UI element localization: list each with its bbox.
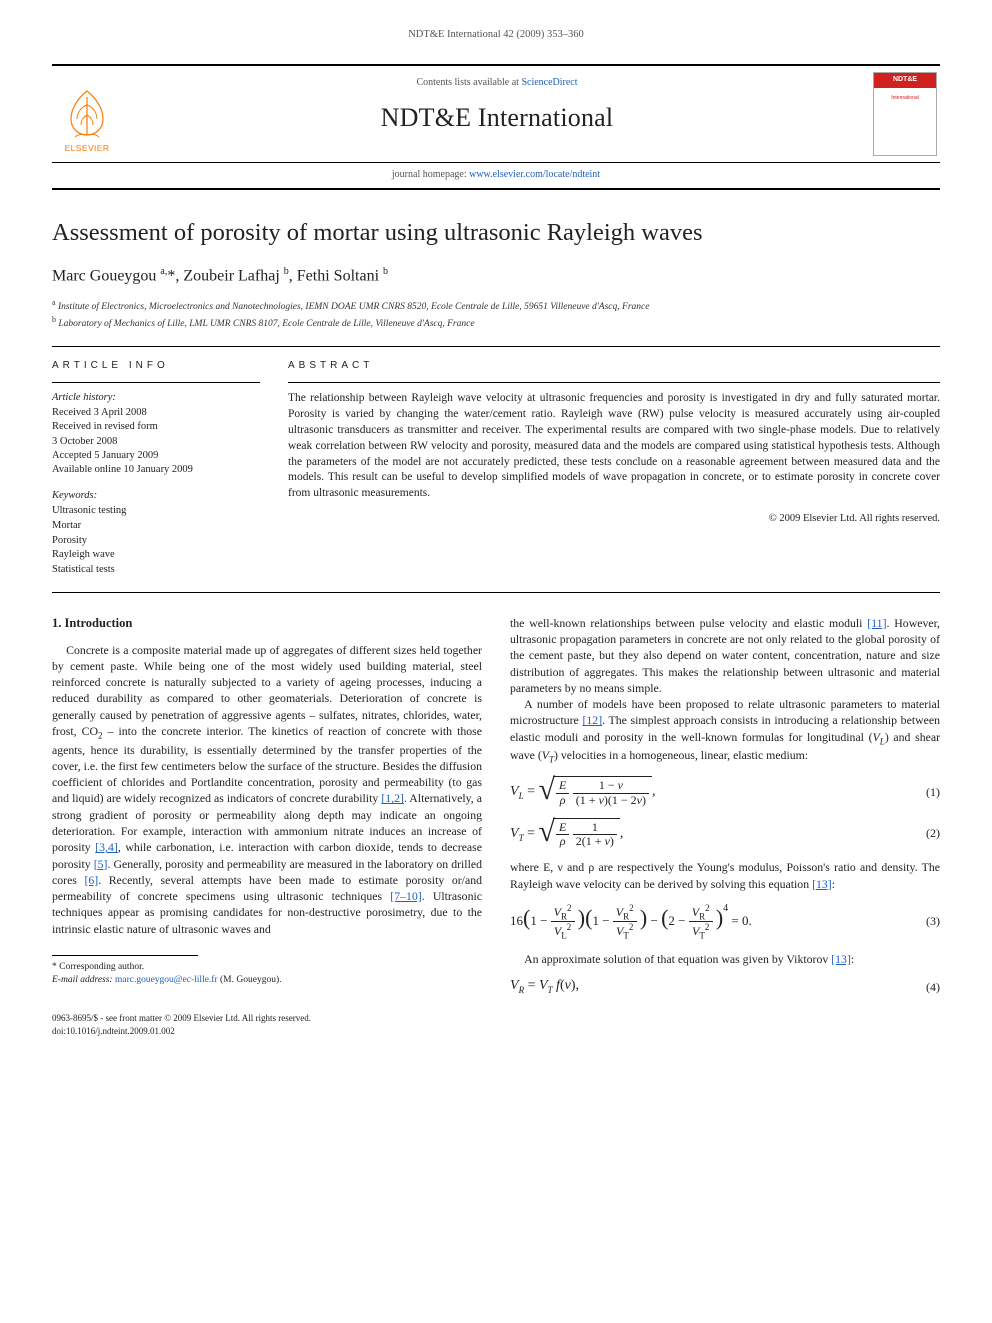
eq2-number: (2) <box>916 825 940 841</box>
eq2-body: VT = √ Eρ 12(1 + ν) , <box>510 818 916 850</box>
equation-3: 16(1 − VR2VL2 )(1 − VR2VT2 ) − (2 − VR2V… <box>510 902 940 941</box>
masthead-inner: ELSEVIER Contents lists available at Sci… <box>52 66 940 163</box>
article-info-label: ARTICLE INFO <box>52 359 260 373</box>
sciencedirect-link[interactable]: ScienceDirect <box>521 77 577 88</box>
abstract-rule <box>288 382 940 383</box>
keyword: Rayleigh wave <box>52 548 260 563</box>
abstract: ABSTRACT The relationship between Raylei… <box>288 359 940 578</box>
citation-link[interactable]: [3,4] <box>95 840 118 854</box>
history-line: Available online 10 January 2009 <box>52 463 260 477</box>
homepage-prefix: journal homepage: <box>392 169 469 180</box>
abstract-text: The relationship between Rayleigh wave v… <box>288 391 940 502</box>
eq3-number: (3) <box>916 913 940 929</box>
info-rule <box>52 382 260 383</box>
citation-link[interactable]: [13] <box>831 952 851 966</box>
citation-link[interactable]: [5] <box>94 857 108 871</box>
eq3-body: 16(1 − VR2VL2 )(1 − VR2VT2 ) − (2 − VR2V… <box>510 902 916 941</box>
publisher-logo: ELSEVIER <box>52 76 122 154</box>
article-title: Assessment of porosity of mortar using u… <box>52 216 940 249</box>
issn-line: 0963-8695/$ - see front matter © 2009 El… <box>52 1013 311 1023</box>
contents-prefix: Contents lists available at <box>416 77 521 88</box>
keyword: Statistical tests <box>52 563 260 578</box>
email-label: E-mail address: <box>52 975 113 985</box>
eq4-body: VR = VT f(ν), <box>510 977 916 996</box>
citation-link[interactable]: [1,2] <box>381 791 404 805</box>
history-lines: Received 3 April 2008Received in revised… <box>52 406 260 477</box>
right-para-4: An approximate solution of that equation… <box>510 951 940 967</box>
eq1-body: VL = √ Eρ 1 − ν(1 + ν)(1 − 2ν) , <box>510 776 916 808</box>
equation-4: VR = VT f(ν), (4) <box>510 977 940 996</box>
right-para-2: A number of models have been proposed to… <box>510 696 940 766</box>
email-who: (M. Goueygou). <box>220 975 281 985</box>
abstract-copyright: © 2009 Elsevier Ltd. All rights reserved… <box>288 512 940 526</box>
cover-title: NDT&E <box>893 75 917 84</box>
citation-link[interactable]: [6] <box>84 873 98 887</box>
history-line: 3 October 2008 <box>52 435 260 449</box>
elsevier-tree-icon <box>57 85 117 141</box>
eq1-number: (1) <box>916 784 940 800</box>
right-column: the well-known relationships between pul… <box>510 615 940 1037</box>
history-label: Article history: <box>52 391 260 405</box>
masthead: ELSEVIER Contents lists available at Sci… <box>52 64 940 190</box>
history-line: Received 3 April 2008 <box>52 406 260 420</box>
info-abstract-row: ARTICLE INFO Article history: Received 3… <box>52 359 940 578</box>
article-info: ARTICLE INFO Article history: Received 3… <box>52 359 260 578</box>
masthead-center: Contents lists available at ScienceDirec… <box>132 66 862 162</box>
citation-link[interactable]: [7–10] <box>390 889 421 903</box>
eq4-number: (4) <box>916 979 940 995</box>
history-line: Received in revised form <box>52 420 260 434</box>
homepage-line: journal homepage: www.elsevier.com/locat… <box>52 163 940 188</box>
history-line: Accepted 5 January 2009 <box>52 449 260 463</box>
cover-thumb-wrap: NDT&E International <box>862 66 940 162</box>
journal-cover-thumb: NDT&E International <box>873 72 937 156</box>
affiliations: a Institute of Electronics, Microelectro… <box>52 297 940 332</box>
cover-sub: International <box>891 95 919 102</box>
section-heading-1: 1. Introduction <box>52 615 482 632</box>
right-para-3: where E, ν and ρ are respectively the Yo… <box>510 859 940 892</box>
corr-label: * Corresponding author. <box>52 962 144 972</box>
citation-link[interactable]: [12] <box>582 713 602 727</box>
citation-link[interactable]: [11] <box>867 616 886 630</box>
doi-line: doi:10.1016/j.ndteint.2009.01.002 <box>52 1026 175 1036</box>
keyword: Mortar <box>52 519 260 534</box>
journal-title: NDT&E International <box>136 100 858 135</box>
keywords-lines: Ultrasonic testingMortarPorosityRayleigh… <box>52 504 260 577</box>
publisher-block: ELSEVIER <box>52 66 132 162</box>
keyword: Ultrasonic testing <box>52 504 260 519</box>
authors: Marc Goueygou a,*, Zoubeir Lafhaj b, Fet… <box>52 265 940 287</box>
keyword: Porosity <box>52 534 260 549</box>
keywords-label: Keywords: <box>52 489 260 503</box>
left-column: 1. Introduction Concrete is a composite … <box>52 615 482 1037</box>
doi-block: 0963-8695/$ - see front matter © 2009 El… <box>52 1012 482 1036</box>
affiliation: a Institute of Electronics, Microelectro… <box>52 297 940 314</box>
citation-link[interactable]: [13] <box>812 877 832 891</box>
body-columns: 1. Introduction Concrete is a composite … <box>52 615 940 1037</box>
publisher-name: ELSEVIER <box>65 143 110 154</box>
contents-line: Contents lists available at ScienceDirec… <box>136 76 858 90</box>
corresponding-author: * Corresponding author. E-mail address: … <box>52 960 482 987</box>
equation-1: VL = √ Eρ 1 − ν(1 + ν)(1 − 2ν) , (1) <box>510 776 940 808</box>
rule-above-infoabs <box>52 346 940 347</box>
email-link[interactable]: marc.goueygou@ec-lille.fr <box>115 975 218 985</box>
running-header: NDT&E International 42 (2009) 353–360 <box>52 28 940 42</box>
intro-para-1: Concrete is a composite material made up… <box>52 642 482 937</box>
rule-below-infoabs <box>52 592 940 593</box>
abstract-label: ABSTRACT <box>288 359 940 373</box>
footnote-rule <box>52 955 198 956</box>
affiliation: b Laboratory of Mechanics of Lille, LML … <box>52 314 940 331</box>
equation-2: VT = √ Eρ 12(1 + ν) , (2) <box>510 818 940 850</box>
homepage-link[interactable]: www.elsevier.com/locate/ndteint <box>469 169 600 180</box>
right-para-1: the well-known relationships between pul… <box>510 615 940 696</box>
